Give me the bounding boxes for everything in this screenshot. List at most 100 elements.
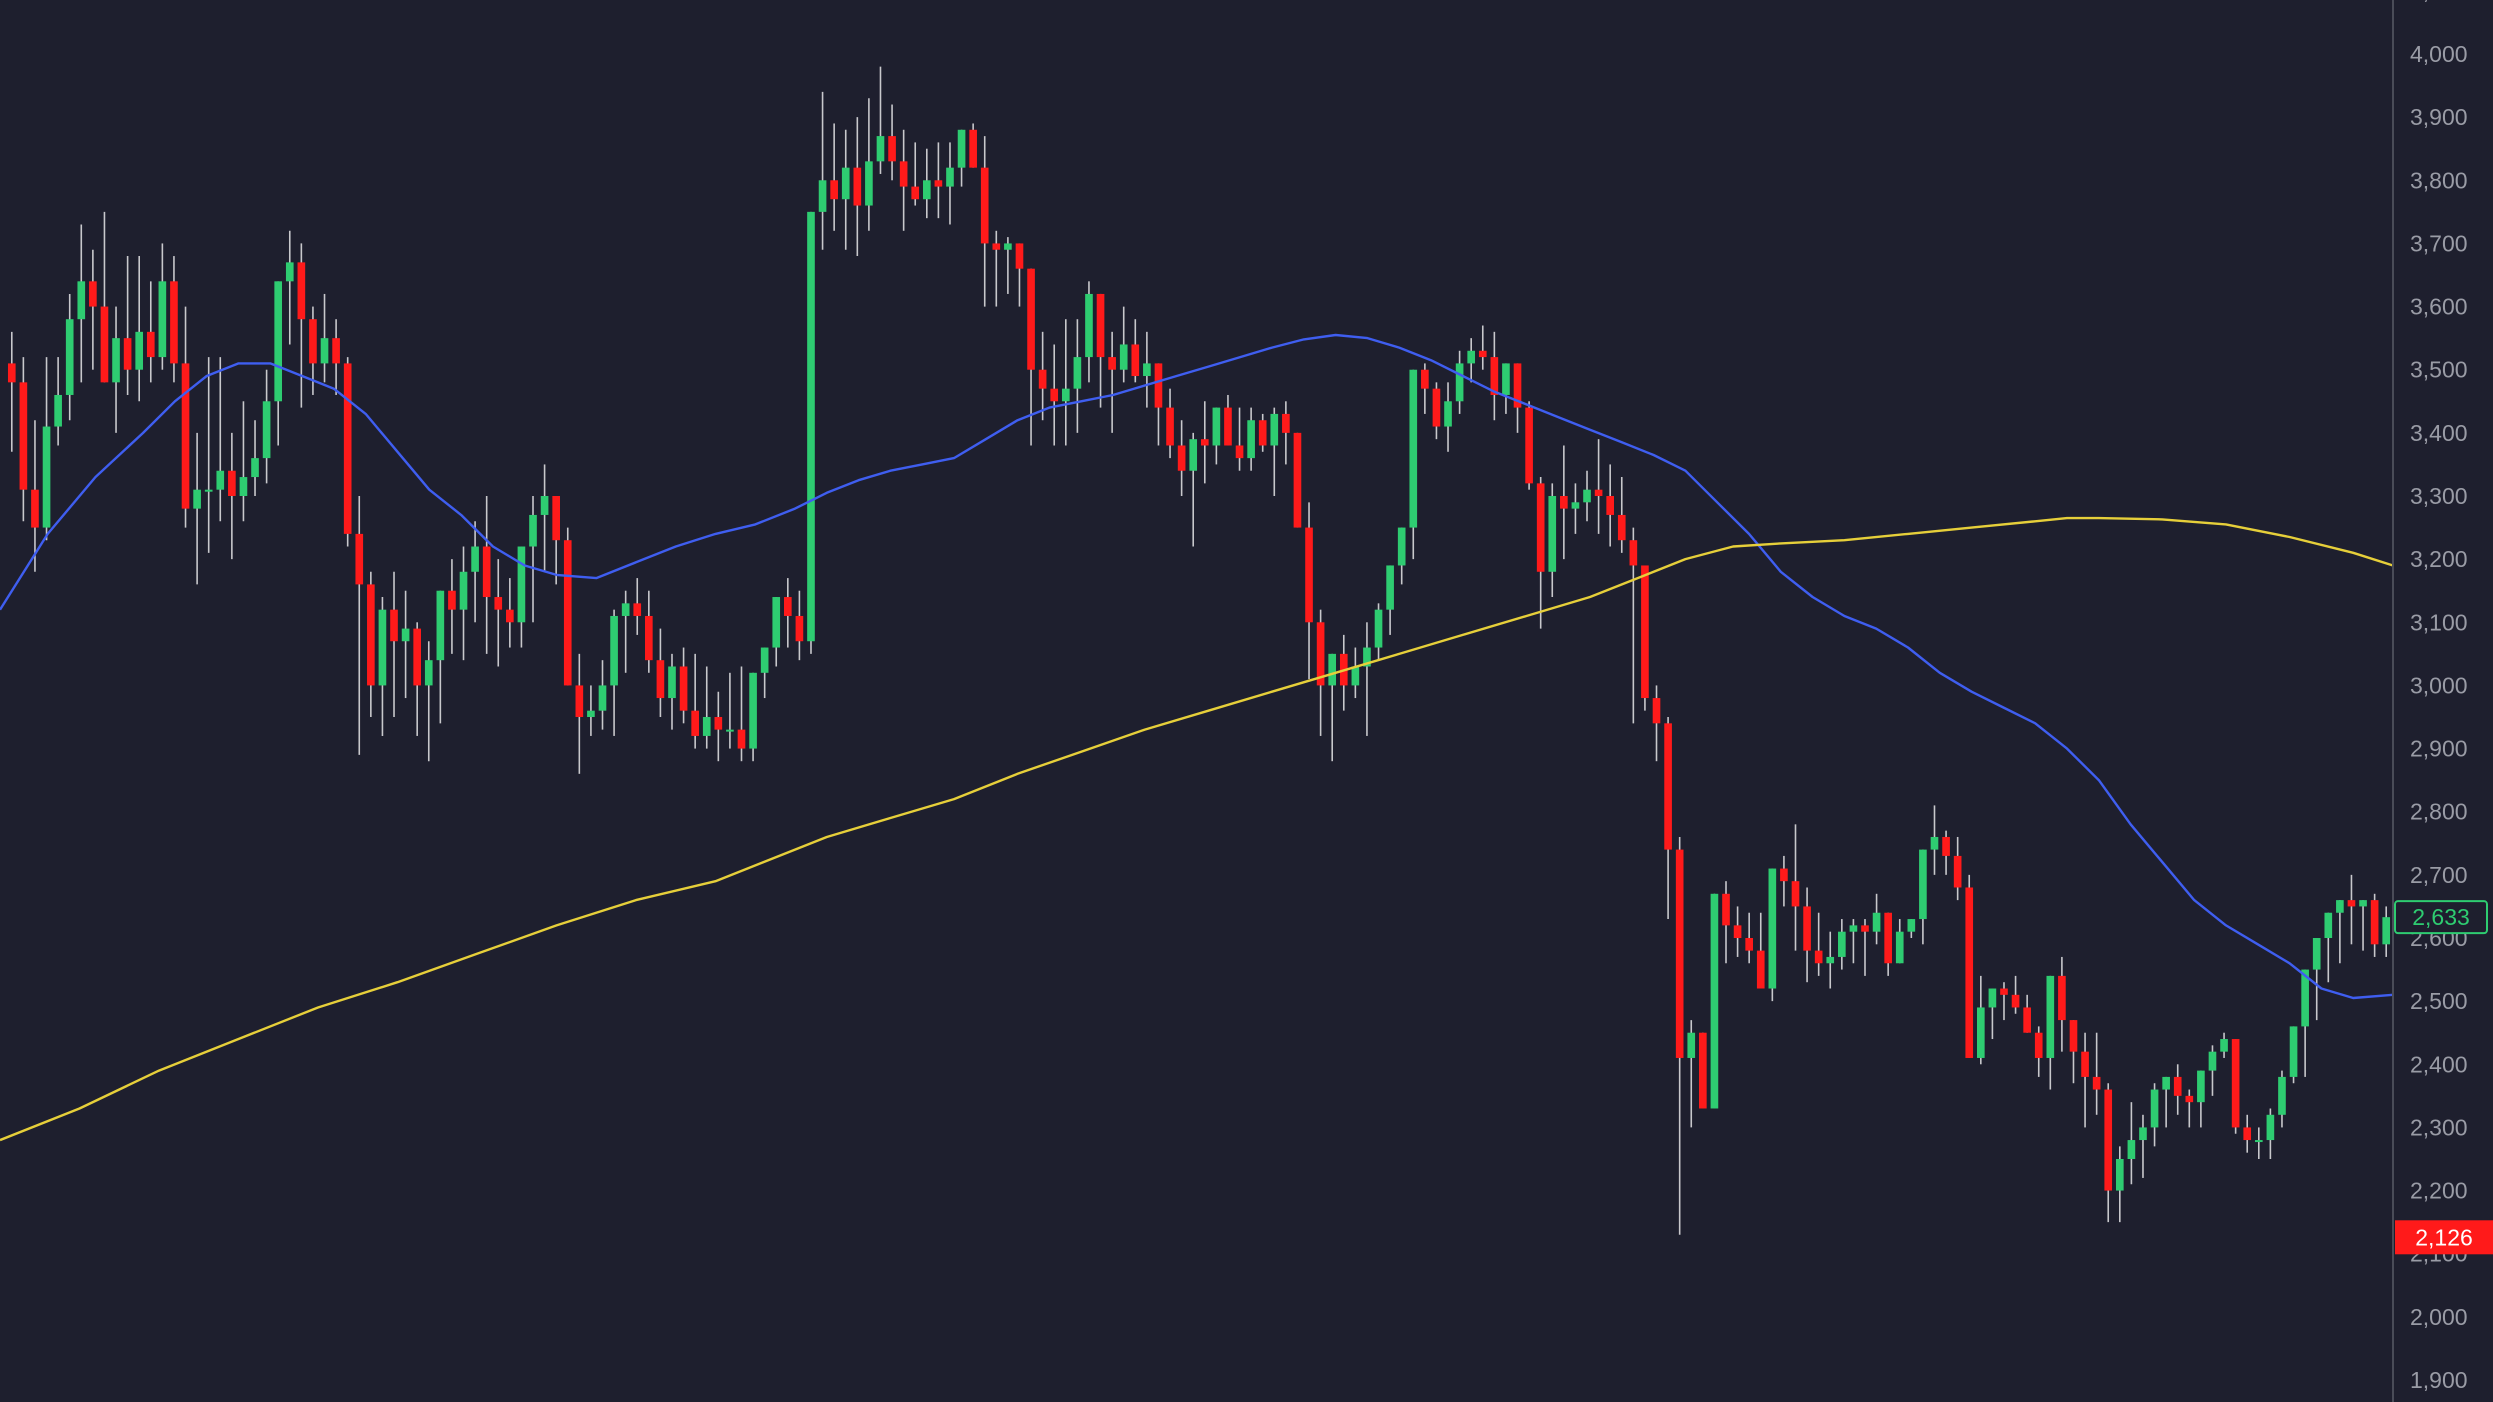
candle-down [575,685,584,717]
candle-up [1502,363,1510,395]
candle-up [2382,917,2391,945]
candle-down [2104,1089,2113,1191]
candle-up [517,546,526,623]
candle-down [1015,243,1024,269]
current-price-badge-box [2394,900,2488,935]
candle-down [645,615,653,661]
candle-down [1177,445,1186,471]
price-tick-label: 3,000 [2410,672,2468,698]
candle-up [1455,363,1464,402]
candle-up [702,717,711,736]
candle-down [506,609,514,623]
price-axis-ticks: 1,9002,0002,1002,2002,3002,4002,5002,600… [2410,0,2468,1393]
candle-down [2069,1020,2078,1052]
candle-down [1617,514,1626,541]
candle-up [436,590,445,661]
candle-up [529,514,537,547]
candle-up [957,129,966,168]
candle-down [1953,855,1962,888]
candle-up [841,167,850,200]
price-tick-label: 3,400 [2410,420,2468,446]
candle-up [587,710,595,717]
candle-down [31,489,39,528]
slow-moving-average-line [0,516,2394,1142]
candle-up [598,685,607,711]
candle-up [1363,647,1371,667]
candle-down [2173,1076,2182,1096]
candle-down [1282,413,1290,433]
candle-down [1235,445,1244,459]
candle-down [1096,293,1105,358]
candle-down [1513,363,1522,408]
candle-down [633,603,642,616]
candle-up [193,489,201,509]
candle-up [204,489,213,492]
candle-down [1942,836,1950,856]
candle-down [853,167,862,206]
candle-down [146,331,155,358]
candle-up [668,666,676,699]
candle-down [1478,350,1487,358]
candle-up [216,470,225,490]
candle-down [1745,938,1753,951]
candle-down [899,161,908,187]
candle-up [65,319,74,395]
candle-down [934,180,943,187]
candle-down [343,363,352,534]
candle-up [2208,1051,2217,1071]
candles-group [7,66,2391,1235]
candle-down [1536,483,1545,572]
candle-down [1316,622,1325,686]
candle-up [158,281,167,358]
candle-down [1027,268,1035,370]
candle-up [1571,502,1580,509]
candle-up [135,331,144,370]
candle-up [1919,849,1927,920]
candle-down [2185,1095,2194,1103]
candle-down [413,628,422,686]
price-tick-label: 4,000 [2410,41,2468,67]
candle-up [1328,653,1337,686]
candle-up [2220,1039,2228,1052]
price-tick-label: 2,200 [2410,1178,2468,1204]
candle-up [401,628,410,642]
candle-up [2336,900,2344,913]
candle-down [170,281,178,364]
candle-up [1085,293,1093,358]
candle-up [876,136,885,162]
candle-down [309,319,317,364]
candle-up [2312,938,2321,970]
candle-down [1803,906,1811,951]
candle-down [297,262,306,320]
candle-up [2278,1076,2286,1115]
candle-down [1560,496,1568,509]
candle-up [1548,496,1557,572]
candle-up [2359,900,2367,907]
candle-down [911,186,920,200]
candle-down [1664,723,1672,850]
candle-down [123,338,132,370]
candle-down [1606,496,1615,515]
price-tick-label: 4,100 [2410,0,2468,4]
low-price-badge-box [2395,1220,2493,1255]
candle-down [1038,369,1047,389]
candle-up [274,281,283,402]
current-price-badge: 2,633 [2394,900,2488,935]
candle-up [2197,1070,2205,1103]
candle-down [714,717,723,730]
candle-down [992,243,1001,250]
candle-up [1386,565,1394,610]
price-tick-label: 3,300 [2410,483,2468,509]
candle-up [1270,413,1279,446]
candle-up [2289,1026,2298,1077]
candle-up [459,571,468,610]
price-tick-label: 2,300 [2410,1114,2468,1140]
candle-down [795,615,804,642]
candle-up [540,496,549,515]
candle-down [1293,432,1302,528]
candle-down [1154,363,1163,408]
candle-down [1629,540,1638,566]
candle-up [1930,836,1939,850]
